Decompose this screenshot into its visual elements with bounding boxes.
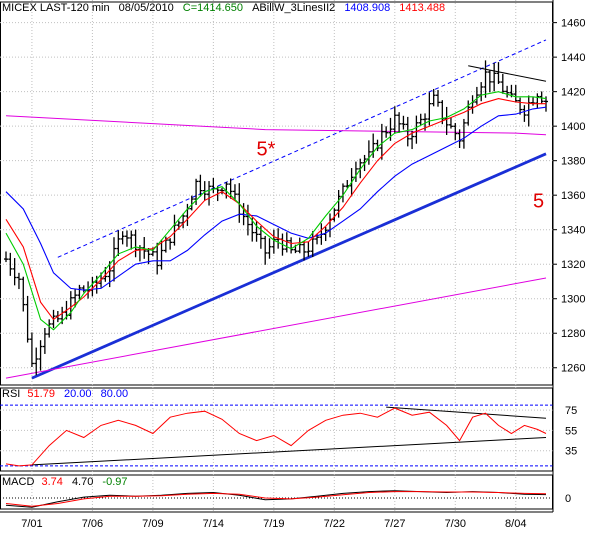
macd-signal-line	[5, 491, 547, 507]
y-tick-label: 1260	[561, 363, 585, 375]
y-tick-label: 1360	[561, 190, 585, 202]
y-tick-label: 1440	[561, 52, 585, 64]
y-tick-label: 1320	[561, 259, 585, 271]
y-tick-label: 1380	[561, 156, 585, 168]
indicator-name: ABillW_3LinesII2	[252, 2, 336, 14]
indicator-blue-value: 1408.908	[344, 2, 391, 14]
macd-value-1: 3.74	[41, 476, 63, 488]
magenta-lower-line	[5, 277, 547, 379]
rsi-line	[5, 407, 547, 467]
rsi-low-level: 20.00	[64, 388, 92, 400]
rsi-tick-label: 35	[565, 446, 577, 458]
h-upper-line	[468, 65, 547, 82]
annotations: h5*yz5	[257, 138, 545, 212]
rsi-value: 51.79	[27, 388, 55, 400]
channel-line-5-star	[57, 39, 547, 258]
x-tick-label: 7/27	[384, 518, 405, 530]
y-tick-label: 1280	[561, 328, 585, 340]
reference-lines	[0, 39, 553, 467]
x-tick-label: 7/06	[82, 518, 103, 530]
date-label: 08/05/2010	[118, 2, 174, 14]
y-tick-label: 1460	[561, 18, 585, 30]
x-tick-label: 7/22	[324, 518, 345, 530]
rsi-title: RSI	[2, 388, 21, 400]
rsi-header: RSI 51.79 20.00 80.00	[2, 388, 128, 401]
x-tick-label: 7/09	[142, 518, 163, 530]
macd-title: MACD	[2, 476, 35, 488]
macd-value-2: 4.70	[71, 476, 94, 488]
rsi-tick-label: 55	[565, 425, 577, 437]
annotation-label: 5*	[257, 138, 276, 160]
trend-line-5	[31, 152, 547, 380]
instrument-title: MICEX LAST-120 min	[2, 2, 110, 14]
y-tick-label: 1420	[561, 87, 585, 99]
macd-header: MACD 3.74 4.70 -0.97	[2, 476, 128, 489]
ma-green-line	[5, 91, 547, 331]
y-tick-label: 1340	[561, 225, 585, 237]
series-lines	[5, 91, 547, 508]
y-tick-label: 1300	[561, 294, 585, 306]
rsi-tick-label: 75	[565, 405, 577, 417]
close-value: C=1414.650	[182, 2, 244, 14]
indicator-red-value: 1413.488	[399, 2, 446, 14]
x-tick-label: 7/19	[263, 518, 284, 530]
macd-tick-label: 0	[565, 493, 571, 505]
x-tick-label: 7/30	[445, 518, 466, 530]
y-tick-label: 1400	[561, 121, 585, 133]
rsi-upper-line	[386, 406, 547, 419]
x-tick-label: 7/01	[21, 518, 42, 530]
price-header: MICEX LAST-120 min 08/05/2010 C=1414.650…	[2, 2, 445, 15]
rsi-high-level: 80.00	[100, 388, 129, 400]
macd-value-3: -0.97	[102, 476, 128, 488]
x-tick-label: 7/14	[203, 518, 224, 530]
annotation-label: 5	[533, 190, 544, 212]
rsi-lower-line	[31, 437, 547, 466]
x-tick-label: 8/04	[505, 518, 526, 530]
ma-red-line	[5, 98, 546, 321]
axes: 7/01 7/06 7/09 7/14 7/19 7/22 7/27 7/30 8/04 1260…	[0, 0, 585, 530]
ma-blue-line	[5, 106, 547, 291]
